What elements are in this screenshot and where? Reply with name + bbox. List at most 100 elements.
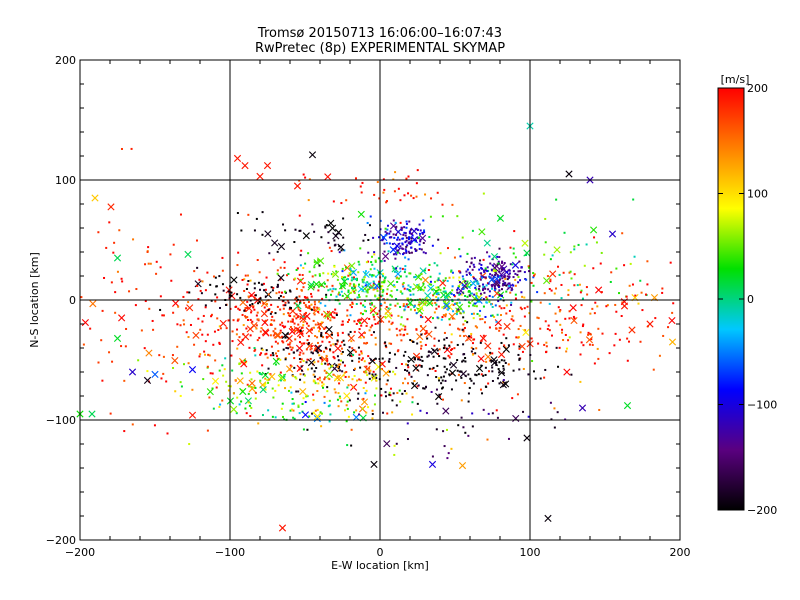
data-point bbox=[520, 266, 523, 269]
data-point bbox=[308, 305, 311, 308]
data-point bbox=[579, 291, 582, 294]
data-point bbox=[491, 269, 494, 272]
data-point bbox=[285, 346, 288, 349]
data-point-cross bbox=[89, 300, 97, 308]
data-point bbox=[451, 289, 454, 292]
data-point bbox=[299, 299, 302, 302]
data-point bbox=[227, 290, 230, 293]
data-point bbox=[348, 399, 351, 402]
data-point bbox=[476, 326, 479, 329]
data-point bbox=[385, 346, 388, 349]
data-point bbox=[437, 286, 440, 289]
data-point bbox=[661, 287, 664, 290]
data-point bbox=[357, 392, 360, 395]
data-point bbox=[543, 376, 546, 379]
data-point bbox=[402, 304, 405, 307]
data-point bbox=[580, 304, 583, 307]
data-point bbox=[264, 295, 267, 298]
data-point bbox=[259, 330, 262, 333]
data-point bbox=[626, 337, 629, 340]
data-point bbox=[502, 372, 505, 375]
data-point bbox=[444, 300, 447, 303]
data-point bbox=[459, 271, 462, 274]
data-point bbox=[506, 275, 509, 278]
data-point bbox=[416, 385, 419, 388]
data-point bbox=[408, 232, 411, 235]
data-point bbox=[459, 255, 462, 258]
data-point bbox=[374, 294, 377, 297]
data-point bbox=[302, 359, 305, 362]
data-point bbox=[281, 335, 284, 338]
data-point bbox=[80, 296, 83, 299]
data-point bbox=[383, 242, 386, 245]
data-point bbox=[362, 387, 365, 390]
data-point bbox=[396, 289, 399, 292]
data-point bbox=[236, 328, 239, 331]
data-point bbox=[347, 333, 350, 336]
data-point bbox=[291, 402, 294, 405]
data-point bbox=[254, 294, 257, 297]
data-point bbox=[486, 297, 489, 300]
data-point-cross bbox=[316, 321, 325, 329]
data-point bbox=[362, 397, 365, 400]
data-point bbox=[219, 327, 222, 330]
data-point bbox=[325, 293, 328, 296]
data-point bbox=[419, 314, 422, 317]
data-point bbox=[370, 261, 373, 264]
data-point bbox=[405, 250, 408, 253]
data-point bbox=[494, 289, 497, 292]
data-point bbox=[221, 364, 224, 367]
data-point bbox=[327, 289, 330, 292]
data-point bbox=[298, 336, 301, 339]
data-point bbox=[279, 278, 282, 281]
data-point bbox=[379, 219, 382, 222]
data-point bbox=[514, 297, 517, 300]
data-point bbox=[218, 275, 221, 278]
data-point bbox=[419, 341, 422, 344]
data-point bbox=[406, 318, 409, 321]
data-point-cross bbox=[262, 329, 270, 337]
data-point-cross bbox=[264, 230, 272, 238]
data-point bbox=[245, 287, 248, 290]
data-point bbox=[539, 327, 542, 330]
data-point bbox=[351, 385, 354, 388]
data-point bbox=[371, 409, 374, 412]
data-point bbox=[268, 378, 271, 381]
data-point bbox=[313, 370, 316, 373]
data-point bbox=[255, 324, 258, 327]
data-point bbox=[470, 350, 473, 353]
data-point bbox=[244, 315, 247, 318]
data-point bbox=[489, 262, 492, 265]
data-point bbox=[247, 295, 250, 298]
data-point bbox=[441, 379, 444, 382]
data-point-cross bbox=[233, 154, 242, 162]
data-point bbox=[221, 283, 224, 286]
data-point bbox=[359, 185, 362, 188]
data-point bbox=[403, 287, 406, 290]
data-point bbox=[451, 203, 454, 206]
data-point bbox=[555, 346, 558, 349]
data-point bbox=[341, 267, 344, 270]
data-point bbox=[482, 374, 485, 377]
data-point bbox=[216, 296, 219, 299]
data-point bbox=[458, 301, 461, 304]
data-point bbox=[357, 346, 360, 349]
data-point bbox=[482, 334, 485, 337]
data-point bbox=[350, 444, 353, 447]
data-point-cross bbox=[81, 318, 89, 327]
data-point bbox=[488, 290, 491, 293]
data-point bbox=[325, 224, 328, 227]
data-point bbox=[580, 341, 583, 344]
data-point bbox=[487, 288, 490, 291]
data-point bbox=[341, 331, 344, 334]
data-point bbox=[463, 382, 466, 385]
data-point-cross bbox=[393, 242, 401, 250]
data-point-cross bbox=[502, 380, 510, 388]
data-point bbox=[281, 324, 284, 327]
data-point bbox=[331, 290, 334, 293]
data-point bbox=[499, 314, 502, 317]
data-point bbox=[329, 319, 332, 322]
data-point bbox=[343, 249, 346, 252]
data-point bbox=[448, 344, 451, 347]
data-point bbox=[410, 194, 413, 197]
